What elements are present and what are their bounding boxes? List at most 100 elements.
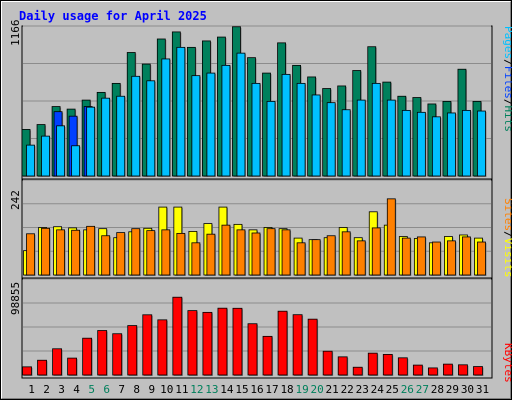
kbytes-bar-kbytes (202, 311, 213, 376)
x-tick-label: 26 (401, 383, 414, 396)
kbytes-bar-kbytes (427, 367, 438, 376)
kbytes-bar-kbytes (37, 359, 47, 376)
x-tick-label: 20 (311, 383, 324, 396)
x-tick-label: 2 (43, 383, 50, 396)
visits-bar-sites (326, 235, 336, 276)
hits-bar-pages (71, 145, 81, 177)
x-tick-label: 12 (190, 383, 203, 396)
kbytes-bar-kbytes (458, 364, 468, 376)
kbytes-bar-kbytes (397, 357, 408, 376)
kbytes-bar-kbytes (22, 366, 32, 376)
visits-bar-sites (41, 227, 50, 276)
x-tick-label: 6 (103, 383, 110, 396)
x-tick-label: 30 (461, 383, 474, 396)
visits-bar-sites (191, 242, 201, 276)
visits-bar-sites (71, 229, 81, 276)
kbytes-bar-kbytes (97, 330, 108, 376)
hits-bar-pages (477, 110, 486, 177)
x-tick-label: 21 (326, 383, 339, 396)
visits-bar-sites (116, 232, 126, 276)
kbytes-bar-kbytes (232, 307, 243, 376)
panel-hits-bars (21, 26, 487, 178)
hits-bar-pages (296, 82, 306, 177)
hits-bar-pages (116, 95, 126, 177)
x-tick-label: 27 (416, 383, 429, 396)
kbytes-bar-kbytes (367, 352, 378, 376)
visits-bar-sites (311, 239, 321, 276)
x-tick-label: 3 (58, 383, 65, 396)
x-tick-label: 11 (175, 383, 188, 396)
kbytes-bar-kbytes (337, 356, 348, 376)
kbytes-bar-kbytes (52, 348, 62, 376)
visits-bar-sites (371, 227, 381, 276)
hits-bar-pages (431, 116, 441, 177)
hits-bar-pages (281, 73, 291, 177)
visits-bar-sites (477, 241, 486, 276)
x-tick-label: 1 (28, 383, 35, 396)
visits-legend: Sites/Visits (502, 198, 512, 278)
legend-visits: Visits (502, 238, 512, 278)
visits-bar-sites (146, 230, 156, 276)
visits-bar-sites (447, 240, 456, 276)
hits-bar-pages (462, 109, 471, 177)
hits-bar-pages (447, 112, 456, 177)
kbytes-bar-kbytes (127, 325, 138, 376)
kbytes-bar-kbytes (172, 296, 183, 376)
hits-bar-pages (131, 75, 141, 177)
visits-bar-sites (56, 229, 65, 276)
visits-bar-sites (296, 242, 306, 276)
kbytes-bar-kbytes (443, 363, 453, 376)
x-tick-label: 15 (235, 383, 248, 396)
visits-bar-sites (431, 241, 441, 276)
panel-kbytes-bars (22, 296, 484, 376)
x-tick-label: 4 (73, 383, 80, 396)
visits-bar-sites (356, 240, 366, 276)
x-tick-label: 31 (476, 383, 489, 396)
panel-visits-bars (23, 198, 487, 276)
x-tick-label: 7 (118, 383, 125, 396)
visits-bar-sites (86, 225, 96, 276)
x-axis-day-labels: 1 2 3 4 5 6 7 8 9 10 11 12 13 14 15 16 17 18 19 20 21 22 23 24 2… (28, 383, 489, 396)
x-tick-label: 10 (160, 383, 173, 396)
visits-bar-sites (401, 237, 411, 276)
legend-pages: Pages (502, 26, 512, 59)
hits-bar-pages (41, 135, 50, 177)
x-tick-label: 22 (341, 383, 354, 396)
hits-bar-pages (311, 94, 321, 177)
kbytes-bar-kbytes (187, 310, 198, 376)
x-tick-label: 9 (148, 383, 155, 396)
kbytes-bar-kbytes (247, 323, 258, 376)
hits-bar-pages (356, 99, 366, 177)
kbytes-bar-kbytes (322, 350, 333, 376)
visits-bar-sites (251, 232, 261, 276)
kbytes-bar-kbytes (82, 337, 93, 376)
kbytes-bar-kbytes (473, 366, 483, 376)
visits-bar-sites (281, 229, 291, 276)
x-tick-label: 5 (88, 383, 95, 396)
hits-bar-pages (341, 109, 351, 177)
x-tick-label: 14 (220, 383, 234, 396)
kbytes-bar-kbytes (262, 335, 273, 376)
legend-files: Files (502, 66, 512, 99)
visits-bar-sites (462, 236, 471, 276)
kbytes-bar-kbytes (217, 307, 228, 376)
visits-bar-sites (341, 231, 351, 276)
legend-sites: Sites (502, 198, 512, 231)
kbytes-bar-kbytes (112, 333, 123, 376)
visits-bar-sites (221, 224, 231, 276)
visits-bar-sites (386, 198, 396, 276)
kbytes-bar-kbytes (352, 366, 363, 376)
kbytes-bar-kbytes (277, 310, 288, 376)
hits-bar-pages (86, 106, 96, 177)
hits-bar-pages (326, 102, 336, 177)
visits-bar-sites (101, 235, 111, 276)
hits-bar-pages (386, 99, 396, 177)
visits-y-tick-label: 242 (9, 190, 22, 210)
x-tick-label: 25 (386, 383, 399, 396)
x-tick-label: 28 (431, 383, 444, 396)
kbytes-bar-kbytes (382, 354, 393, 376)
hits-bar-pages (146, 80, 156, 177)
hits-bar-pages (101, 97, 111, 177)
hits-bar-pages (161, 58, 171, 177)
